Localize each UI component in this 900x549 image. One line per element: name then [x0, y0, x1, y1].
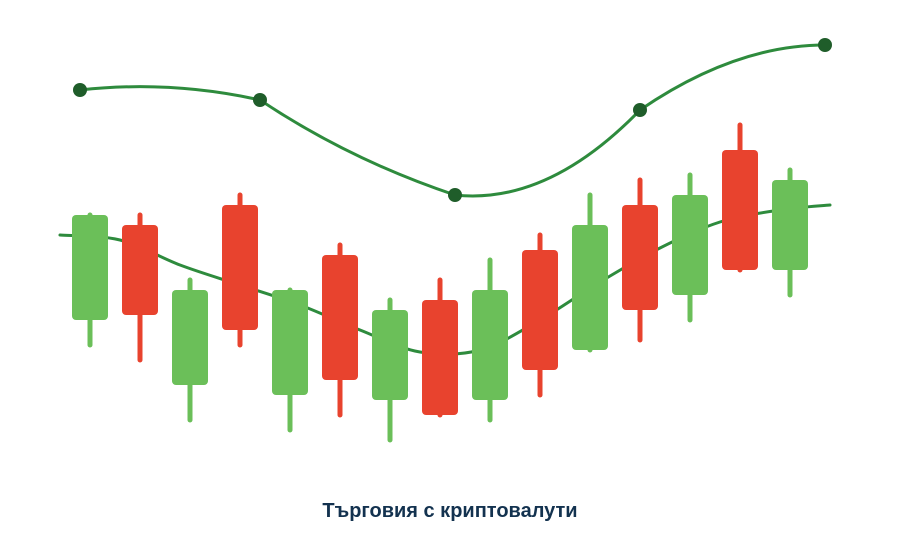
- candle-body: [772, 180, 808, 270]
- trend-marker: [448, 188, 462, 202]
- candle-body: [422, 300, 458, 415]
- chart-stage: Търговия с криптовалути: [0, 0, 900, 549]
- trend-marker: [818, 38, 832, 52]
- candle-body: [322, 255, 358, 380]
- candle-body: [722, 150, 758, 270]
- candle-body: [472, 290, 508, 400]
- trend-marker: [73, 83, 87, 97]
- chart-svg: [0, 0, 900, 549]
- candle-body: [372, 310, 408, 400]
- candle-body: [172, 290, 208, 385]
- candle-body: [222, 205, 258, 330]
- candle-body: [572, 225, 608, 350]
- chart-caption: Търговия с криптовалути: [0, 500, 900, 523]
- trend-marker: [253, 93, 267, 107]
- candle-body: [122, 225, 158, 315]
- candle-body: [522, 250, 558, 370]
- candle-body: [672, 195, 708, 295]
- trend-line: [80, 45, 825, 196]
- candle-body: [72, 215, 108, 320]
- candle-body: [622, 205, 658, 310]
- trend-marker: [633, 103, 647, 117]
- candle-body: [272, 290, 308, 395]
